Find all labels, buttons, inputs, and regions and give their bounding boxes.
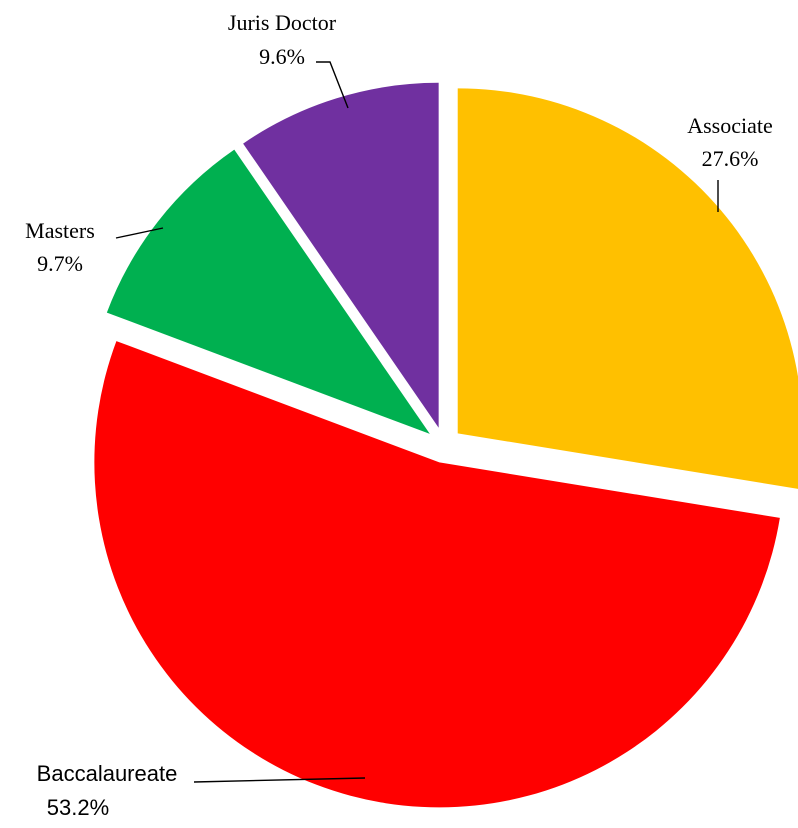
slice-label-associate: Associate (687, 113, 773, 138)
slice-label-baccalaureate: Baccalaureate (37, 761, 178, 786)
pie-slices (94, 82, 798, 808)
slice-value-associate: 27.6% (702, 146, 759, 171)
leader-line-masters (115, 227, 164, 239)
leader-lines (115, 61, 719, 783)
pie-slice-associate (457, 88, 798, 489)
pie-slice-baccalaureate (94, 341, 780, 808)
slice-value-juris-doctor: 9.6% (259, 44, 305, 69)
slice-label-juris-doctor: Juris Doctor (228, 10, 337, 35)
slice-value-masters: 9.7% (37, 251, 83, 276)
pie-slice-juris-doctor (243, 82, 439, 428)
leader-line-baccalaureate (193, 777, 366, 783)
slice-labels: Associate 27.6% Baccalaureate 53.2% Masters 9… (25, 10, 773, 820)
slice-label-masters: Masters (25, 218, 95, 243)
pie-slice-masters (106, 149, 430, 434)
slice-value-baccalaureate: 53.2% (47, 795, 109, 820)
leader-line-juris-doctor (316, 61, 349, 109)
